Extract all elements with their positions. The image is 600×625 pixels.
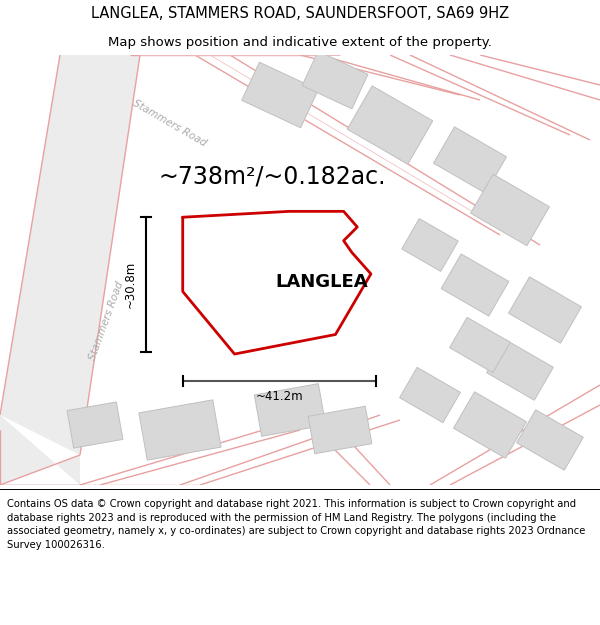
Bar xyxy=(139,400,221,460)
Bar xyxy=(302,51,368,109)
Bar xyxy=(487,340,553,400)
Text: ~738m²/~0.182ac.: ~738m²/~0.182ac. xyxy=(159,164,386,188)
Text: LANGLEA: LANGLEA xyxy=(275,272,368,291)
Text: Map shows position and indicative extent of the property.: Map shows position and indicative extent… xyxy=(108,36,492,49)
Text: Contains OS data © Crown copyright and database right 2021. This information is : Contains OS data © Crown copyright and d… xyxy=(7,499,586,550)
Bar xyxy=(470,174,550,246)
Bar xyxy=(242,62,319,127)
Bar xyxy=(454,392,526,458)
Bar xyxy=(434,127,506,193)
Bar xyxy=(400,368,460,423)
Bar xyxy=(441,254,509,316)
Polygon shape xyxy=(0,415,80,485)
Text: Stammers Road: Stammers Road xyxy=(131,98,208,149)
Bar xyxy=(254,384,326,436)
Bar xyxy=(402,219,458,271)
Bar xyxy=(509,277,581,343)
Text: ~30.8m: ~30.8m xyxy=(124,261,137,308)
Bar xyxy=(67,402,123,448)
Text: LANGLEA, STAMMERS ROAD, SAUNDERSFOOT, SA69 9HZ: LANGLEA, STAMMERS ROAD, SAUNDERSFOOT, SA… xyxy=(91,6,509,21)
Polygon shape xyxy=(0,55,140,455)
Bar xyxy=(517,410,583,470)
Bar xyxy=(308,406,372,454)
Text: Stammers Road: Stammers Road xyxy=(88,280,125,362)
Text: ~41.2m: ~41.2m xyxy=(256,390,304,403)
Bar xyxy=(347,86,433,164)
Bar xyxy=(449,318,511,372)
